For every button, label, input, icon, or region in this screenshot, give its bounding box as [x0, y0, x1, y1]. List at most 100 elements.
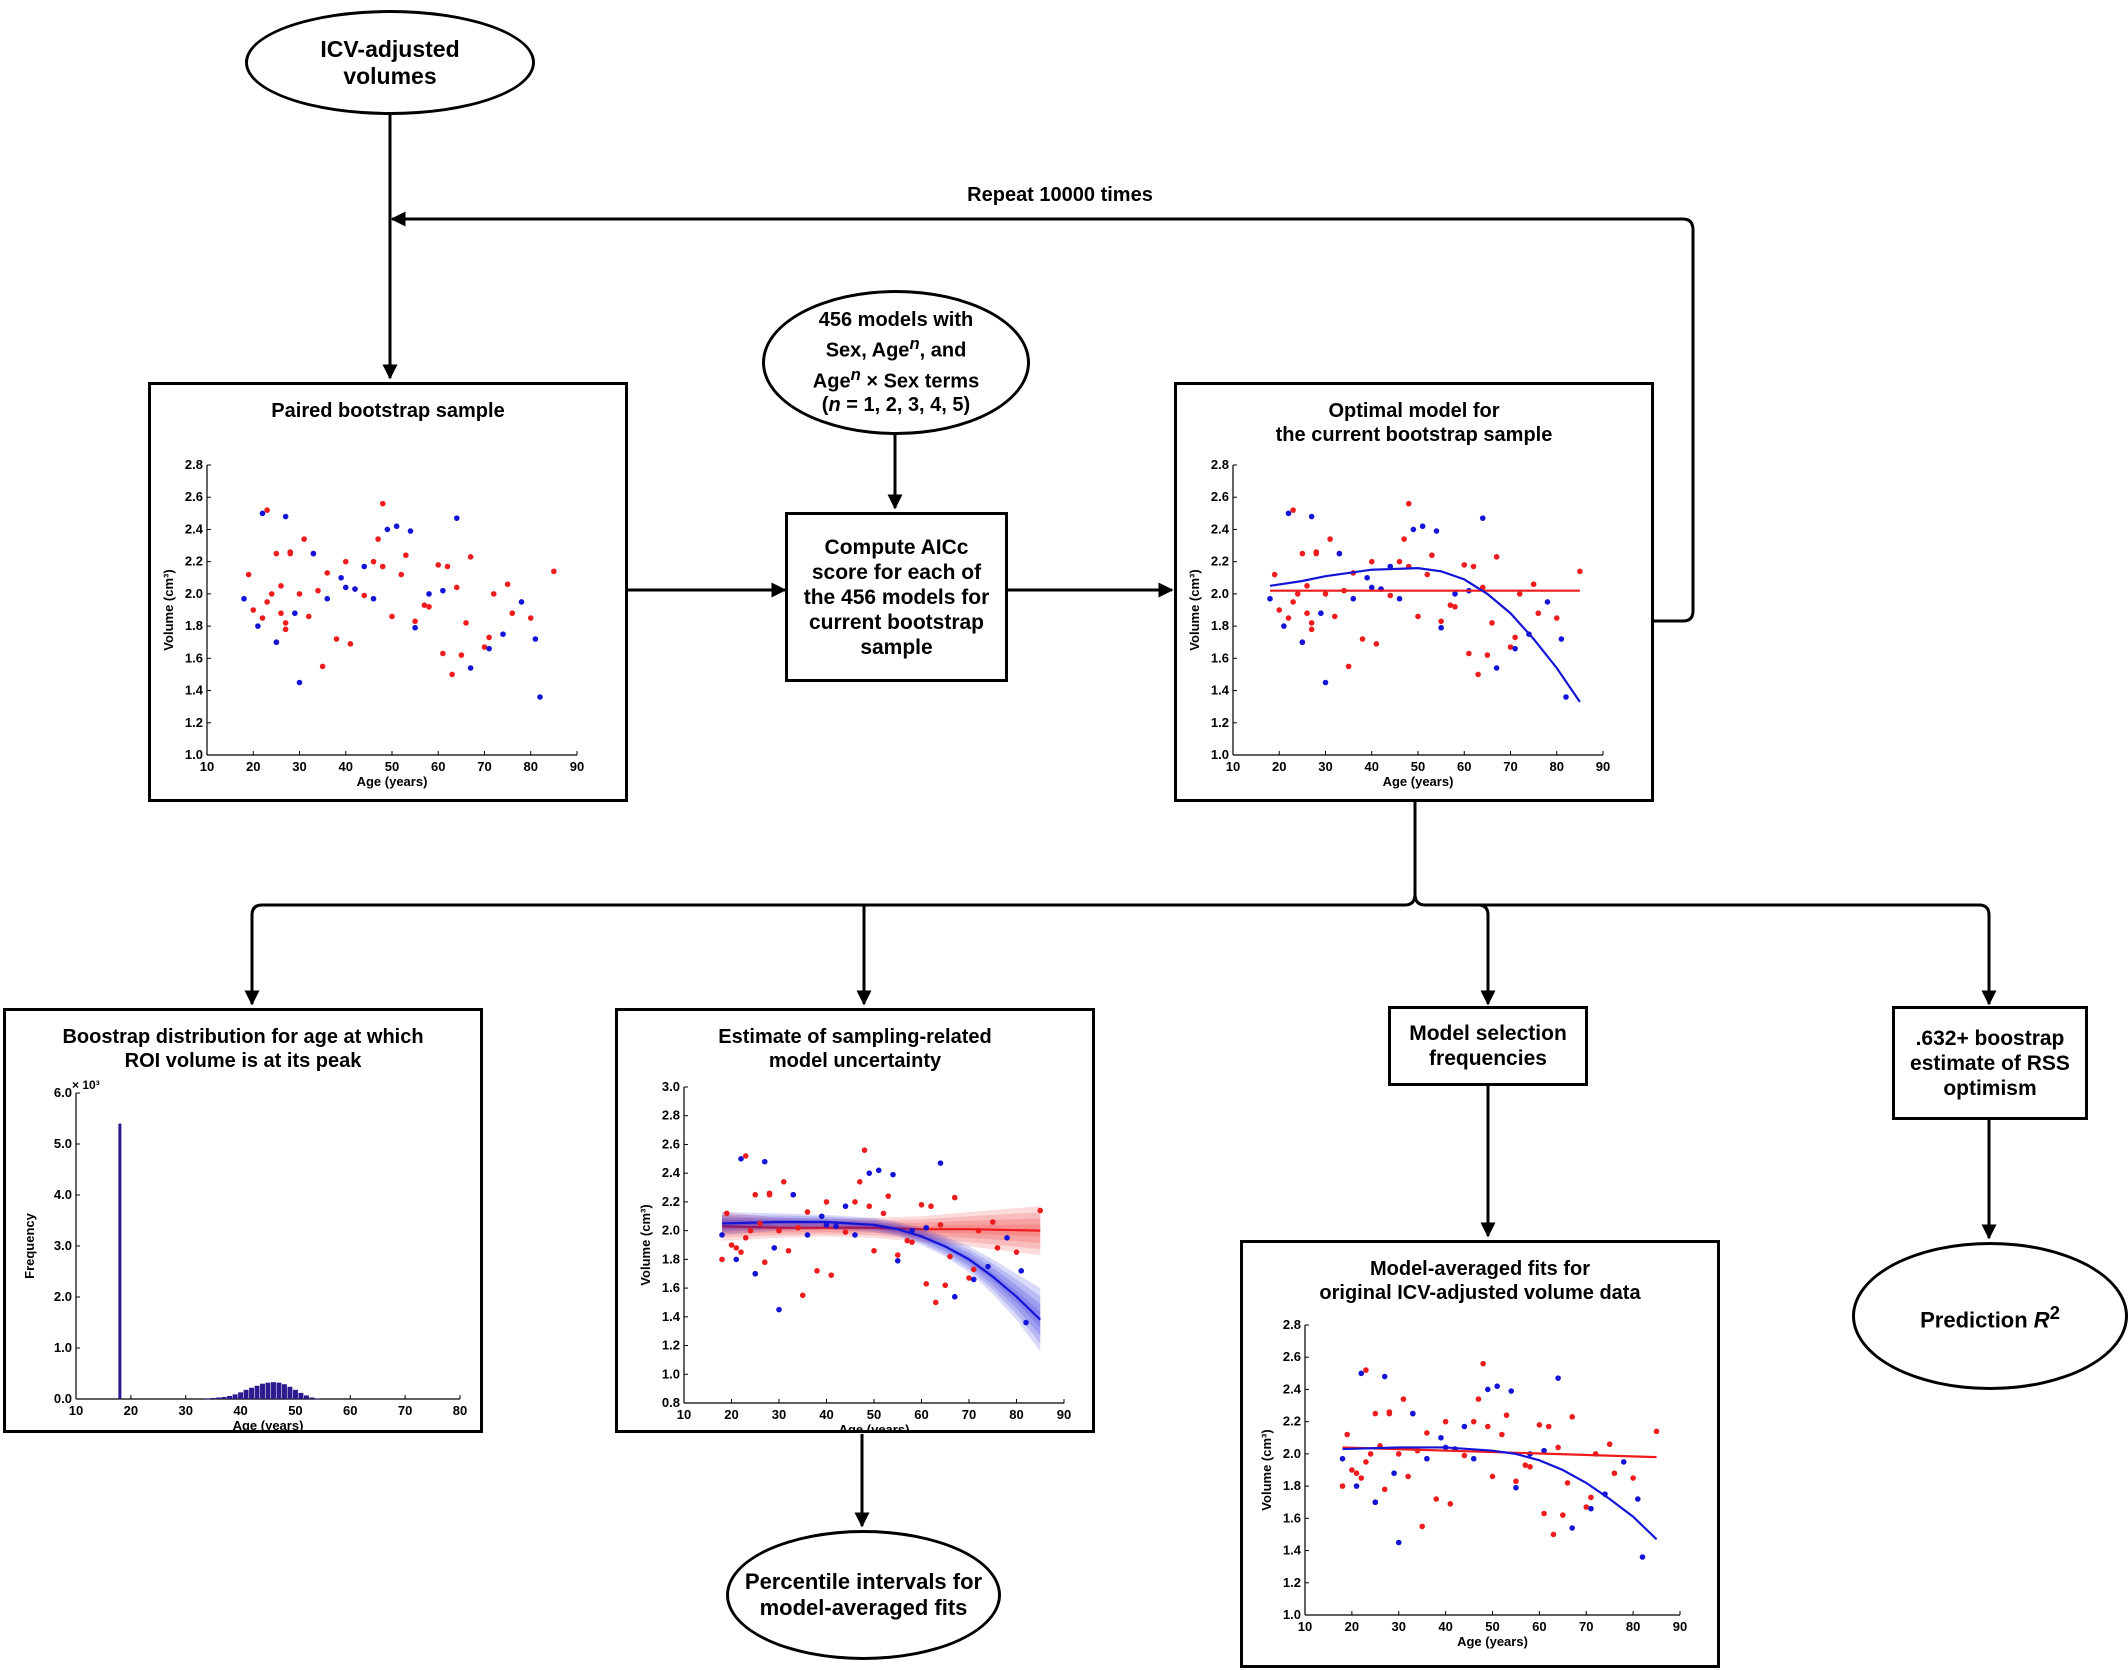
data-point-blue	[823, 1222, 830, 1228]
data-point-red	[880, 1210, 887, 1217]
data-point-red	[966, 1275, 972, 1281]
x-tick-label: 70	[1503, 759, 1517, 774]
data-point-red	[1386, 1410, 1393, 1417]
data-point-red	[975, 1227, 982, 1234]
split-connector	[244, 802, 1417, 1006]
data-point-red	[1415, 613, 1421, 620]
data-point-red	[842, 1229, 849, 1235]
x-tick-label: 50	[1485, 1619, 1499, 1634]
data-point-red	[551, 568, 557, 575]
data-point-red	[1550, 1531, 1557, 1538]
data-point-red	[733, 1245, 740, 1251]
data-point-blue	[412, 624, 418, 631]
data-point-red	[1447, 1501, 1454, 1507]
data-point-red	[347, 641, 354, 647]
data-point-blue	[1541, 1447, 1547, 1454]
axes: 10 20 30 40 50 60 70 80 90 0.8 1.0 1.2 1.4 1.6 1.8 2.0 2…	[638, 1079, 1071, 1430]
data-point-blue	[282, 513, 289, 520]
y-tick-label: 2.0	[1211, 586, 1229, 601]
data-point-red	[799, 1292, 806, 1299]
y-tick-label: 1.0	[185, 747, 203, 762]
arrow-repeat-loop	[390, 211, 1695, 623]
y-tick-label: 1.4	[662, 1309, 681, 1324]
data-point-red	[1322, 591, 1329, 597]
x-tick-label: 40	[1365, 759, 1379, 774]
data-point-red	[278, 610, 284, 617]
data-point-red	[1527, 1463, 1533, 1470]
x-tick-label: 30	[292, 759, 306, 774]
data-point-red	[904, 1237, 911, 1244]
x-tick-label: 80	[453, 1403, 467, 1418]
data-point-red	[989, 1219, 996, 1225]
uncertainty-plot: 10 20 30 40 50 60 70 80 90 0.8 1.0 1.2 1.4 1.6 1.8 2.0 2…	[638, 1079, 1071, 1430]
data-point-blue	[1452, 591, 1458, 597]
data-point-blue	[909, 1227, 915, 1234]
y-tick-label: 2.8	[1211, 457, 1229, 472]
y-tick-label: 2.0	[54, 1289, 72, 1304]
data-point-blue	[1494, 1383, 1500, 1390]
axes: 10 20 30 40 50 60 70 80 90 1.0 1.2 1.4 1.6 1.8 2.0 2.2 2…	[1259, 1317, 1687, 1649]
data-point-red	[458, 652, 465, 658]
data-point-red	[1475, 671, 1481, 678]
data-point-blue	[852, 1232, 858, 1238]
data-point-red	[1424, 1430, 1430, 1436]
data-point-blue	[1308, 513, 1315, 520]
data-point-red	[426, 603, 432, 610]
data-point-red	[1512, 634, 1518, 641]
data-point-red	[1037, 1207, 1044, 1214]
data-point-blue	[1372, 1499, 1379, 1506]
y-tick-label: 1.4	[185, 683, 204, 698]
data-point-blue	[937, 1160, 944, 1166]
data-point-red	[742, 1235, 749, 1241]
uncertainty-title: Estimate of sampling-related model uncer…	[718, 1026, 992, 1072]
data-point-blue	[842, 1203, 849, 1210]
histogram-bar	[314, 1398, 320, 1400]
y-tick-label: 2.4	[662, 1165, 681, 1180]
data-point-blue	[241, 595, 247, 602]
data-point-blue	[1350, 595, 1357, 602]
data-point-red	[1569, 1414, 1575, 1420]
histogram-bar	[254, 1385, 260, 1399]
data-point-red	[504, 581, 511, 588]
data-point-blue	[467, 665, 474, 671]
prediction-text: Prediction R2	[1920, 1301, 2060, 1333]
models-text: 456 models with Sex, Agen, and Agen × Sex …	[812, 308, 980, 417]
data-point-blue	[790, 1191, 797, 1198]
data-point-red	[250, 607, 257, 613]
x-tick-label: 70	[477, 759, 491, 774]
data-point-red	[1653, 1428, 1660, 1435]
x-tick-label: 60	[1457, 759, 1471, 774]
data-point-red	[1395, 1451, 1402, 1457]
x-tick-label: 70	[1579, 1619, 1593, 1634]
data-point-red	[403, 552, 409, 559]
data-point-blue	[1635, 1496, 1641, 1502]
rss-optimism-node: .632+ boostrap estimate of RSS optimism	[1892, 1006, 2088, 1120]
data-point-red	[909, 1239, 915, 1245]
x-tick-label: 50	[1411, 759, 1425, 774]
y-tick-label: 4.0	[54, 1187, 72, 1202]
x-axis-label: Age (years)	[1383, 774, 1454, 789]
y-tick-label: 0.8	[662, 1395, 680, 1410]
y-tick-label: 2.8	[662, 1108, 680, 1123]
data-point-red	[1513, 1478, 1519, 1485]
y-tick-label: 2.6	[662, 1136, 680, 1151]
data-point-red	[1424, 571, 1431, 578]
data-point-blue	[771, 1245, 778, 1251]
data-point-red	[894, 1252, 901, 1258]
data-point-red	[1308, 626, 1315, 633]
y-tick-label: 1.4	[1283, 1543, 1302, 1558]
x-tick-label: 80	[524, 759, 538, 774]
x-tick-label: 60	[1532, 1619, 1546, 1634]
data-point-red	[1485, 1423, 1491, 1430]
data-point-blue	[361, 563, 368, 570]
histogram-bar	[205, 1398, 211, 1400]
data-point-red	[268, 591, 275, 597]
x-tick-label: 30	[772, 1407, 786, 1422]
y-tick-label: 6.0	[54, 1085, 72, 1100]
data-point-blue	[1512, 645, 1518, 652]
data-point-red	[440, 650, 446, 657]
data-point-red	[1429, 552, 1435, 559]
data-point-red	[866, 1203, 873, 1210]
data-point-blue	[1419, 523, 1426, 530]
